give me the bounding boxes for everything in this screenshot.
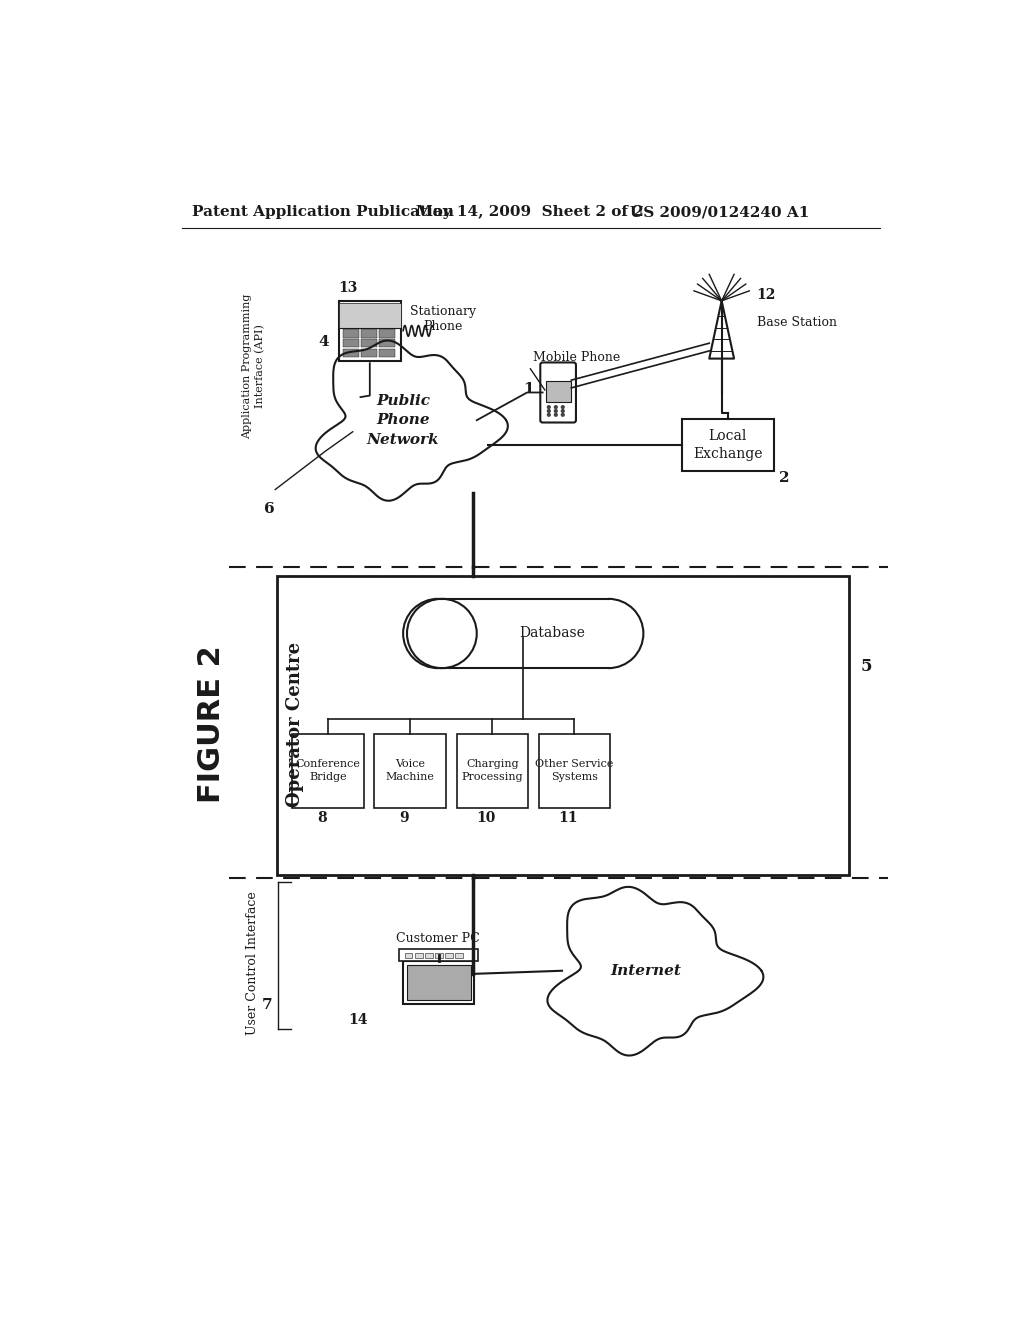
Circle shape (561, 405, 564, 408)
FancyBboxPatch shape (415, 953, 423, 958)
FancyBboxPatch shape (375, 734, 445, 808)
Text: Voice
Machine: Voice Machine (386, 759, 434, 781)
Text: 8: 8 (317, 812, 327, 825)
FancyBboxPatch shape (455, 953, 463, 958)
Text: Application Programming
Interface (API): Application Programming Interface (API) (242, 293, 265, 440)
FancyBboxPatch shape (292, 734, 364, 808)
Text: 4: 4 (318, 335, 329, 348)
FancyBboxPatch shape (339, 301, 400, 360)
Circle shape (548, 409, 550, 412)
Circle shape (561, 413, 564, 416)
FancyBboxPatch shape (343, 348, 359, 358)
FancyBboxPatch shape (379, 348, 395, 358)
Text: 9: 9 (399, 812, 409, 825)
Text: 7: 7 (262, 998, 272, 1012)
FancyBboxPatch shape (360, 330, 377, 338)
Text: User Control Interface: User Control Interface (246, 891, 258, 1035)
FancyBboxPatch shape (457, 734, 528, 808)
Text: Public
Phone
Network: Public Phone Network (367, 393, 439, 446)
Text: 13: 13 (338, 281, 357, 294)
Circle shape (554, 413, 557, 416)
Text: Local
Exchange: Local Exchange (693, 429, 763, 461)
Circle shape (407, 599, 477, 668)
Text: May 14, 2009  Sheet 2 of 2: May 14, 2009 Sheet 2 of 2 (417, 206, 644, 219)
Text: 14: 14 (349, 1014, 369, 1027)
Text: 5: 5 (860, 659, 871, 675)
FancyBboxPatch shape (379, 339, 395, 347)
Text: Stationary
Phone: Stationary Phone (411, 305, 476, 333)
FancyBboxPatch shape (407, 965, 471, 1001)
FancyBboxPatch shape (546, 380, 570, 401)
FancyBboxPatch shape (360, 348, 377, 358)
FancyBboxPatch shape (379, 330, 395, 338)
FancyBboxPatch shape (339, 302, 400, 327)
Text: 10: 10 (476, 812, 496, 825)
Text: 1: 1 (522, 381, 534, 396)
Text: Conference
Bridge: Conference Bridge (296, 759, 360, 781)
FancyBboxPatch shape (445, 953, 453, 958)
Text: Patent Application Publication: Patent Application Publication (191, 206, 454, 219)
FancyBboxPatch shape (403, 961, 474, 1003)
FancyBboxPatch shape (360, 339, 377, 347)
Text: 2: 2 (779, 471, 790, 484)
Text: Customer PC: Customer PC (396, 932, 480, 945)
FancyBboxPatch shape (435, 953, 442, 958)
Text: Other Service
Systems: Other Service Systems (536, 759, 613, 781)
Circle shape (548, 405, 550, 408)
FancyBboxPatch shape (343, 339, 359, 347)
Circle shape (554, 405, 557, 408)
FancyBboxPatch shape (425, 953, 432, 958)
Text: 12: 12 (756, 288, 775, 302)
Text: FIGURE 2: FIGURE 2 (198, 645, 226, 804)
FancyBboxPatch shape (541, 363, 575, 422)
Text: Internet: Internet (610, 964, 681, 978)
Circle shape (561, 409, 564, 412)
FancyBboxPatch shape (276, 576, 849, 875)
FancyBboxPatch shape (404, 953, 413, 958)
Text: US 2009/0124240 A1: US 2009/0124240 A1 (630, 206, 810, 219)
Text: Base Station: Base Station (758, 317, 838, 329)
Text: Database: Database (519, 627, 585, 640)
Text: 6: 6 (264, 502, 274, 516)
Circle shape (554, 409, 557, 412)
Text: Charging
Processing: Charging Processing (462, 759, 523, 781)
FancyBboxPatch shape (399, 949, 478, 961)
FancyBboxPatch shape (682, 418, 773, 471)
FancyBboxPatch shape (343, 330, 359, 338)
Text: Mobile Phone: Mobile Phone (532, 351, 620, 364)
Text: Operator Centre: Operator Centre (286, 642, 304, 807)
Text: 11: 11 (558, 812, 578, 825)
Circle shape (548, 413, 550, 416)
FancyBboxPatch shape (539, 734, 610, 808)
